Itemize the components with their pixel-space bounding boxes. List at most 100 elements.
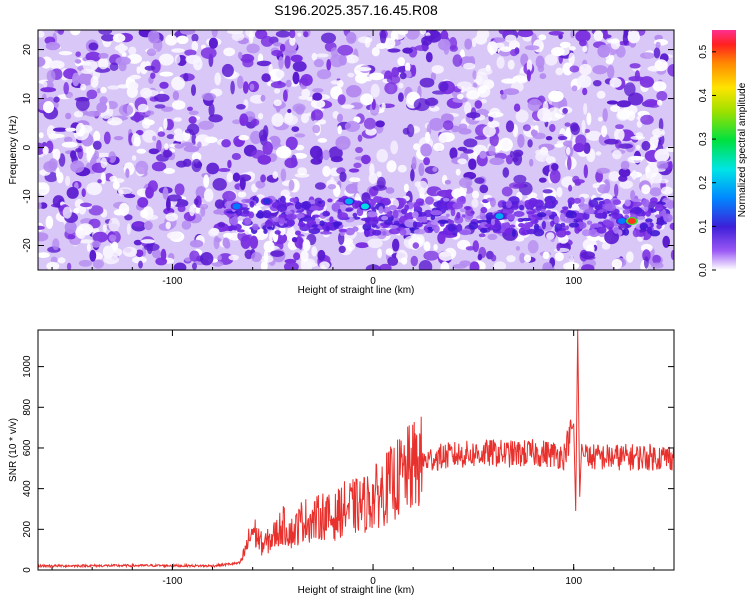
- noise-blob: [379, 263, 392, 270]
- noise-blob: [527, 98, 543, 112]
- band-blob: [632, 228, 641, 238]
- noise-blob: [412, 242, 419, 249]
- noise-blob: [489, 157, 505, 166]
- band-blob: [311, 224, 319, 228]
- noise-blob: [79, 239, 94, 244]
- noise-blob: [322, 165, 331, 177]
- band-blob: [388, 205, 397, 210]
- noise-blob: [507, 59, 515, 70]
- band-blob: [584, 208, 595, 215]
- noise-blob: [156, 139, 162, 153]
- band-blob: [237, 229, 245, 233]
- snr-ytick-label: 1000: [22, 355, 33, 378]
- noise-blob: [223, 232, 233, 239]
- noise-blob: [624, 82, 636, 97]
- noise-blob: [263, 249, 269, 264]
- noise-blob: [390, 140, 399, 155]
- noise-blob: [377, 248, 382, 259]
- band-blob: [497, 201, 503, 208]
- noise-blob: [512, 156, 519, 163]
- noise-blob: [144, 65, 156, 71]
- noise-blob: [346, 85, 362, 98]
- noise-blob: [611, 258, 623, 270]
- noise-blob: [52, 238, 60, 251]
- noise-blob: [312, 124, 321, 134]
- band-blob: [612, 199, 622, 205]
- band-blob: [574, 225, 581, 234]
- noise-blob: [86, 89, 98, 100]
- noise-blob: [612, 149, 622, 160]
- band-blob: [322, 210, 331, 217]
- spectrogram-frame: [37, 29, 675, 271]
- noise-blob: [555, 67, 564, 76]
- noise-blob: [568, 184, 573, 192]
- noise-blob: [239, 176, 246, 190]
- noise-blob: [386, 160, 397, 173]
- noise-blob: [214, 72, 221, 86]
- noise-blob: [74, 59, 82, 64]
- noise-blob: [474, 177, 485, 184]
- band-blob: [450, 208, 456, 217]
- noise-blob: [479, 150, 487, 159]
- band-blob: [452, 202, 464, 210]
- noise-blob: [316, 149, 324, 163]
- noise-blob: [230, 80, 235, 95]
- spectrogram-ytick-label: 20: [22, 44, 33, 56]
- noise-blob: [500, 93, 508, 100]
- noise-blob: [500, 46, 512, 52]
- band-blob: [427, 226, 433, 230]
- noise-blob: [402, 47, 413, 54]
- noise-blob: [513, 174, 527, 184]
- noise-blob: [355, 146, 363, 154]
- noise-blob: [502, 167, 510, 178]
- noise-blob: [212, 178, 227, 191]
- noise-blob: [171, 100, 186, 110]
- chart-title: S196.2025.357.16.45.R08: [274, 2, 438, 18]
- noise-blob: [211, 30, 218, 38]
- band-blob: [509, 224, 516, 228]
- noise-blob: [158, 53, 174, 66]
- band-blob: [519, 204, 525, 211]
- noise-blob: [278, 56, 284, 69]
- noise-blob: [275, 30, 291, 38]
- noise-blob: [652, 254, 661, 264]
- band-blob: [624, 199, 631, 207]
- noise-blob: [287, 108, 292, 114]
- noise-blob: [386, 74, 401, 85]
- band-blob: [338, 228, 348, 233]
- noise-blob: [214, 199, 225, 209]
- noise-blob: [636, 120, 643, 128]
- noise-blob: [414, 45, 429, 51]
- noise-blob: [208, 103, 215, 117]
- noise-blob: [580, 251, 595, 259]
- band-blob: [573, 197, 582, 204]
- noise-blob: [542, 251, 550, 260]
- band-blob: [411, 211, 419, 219]
- band-blob: [613, 226, 620, 234]
- band-blob: [511, 229, 516, 238]
- noise-blob: [475, 74, 483, 85]
- noise-blob: [468, 158, 477, 170]
- snr-y-axis: 0 200 400 600 800 1000: [22, 355, 674, 573]
- band-blob: [440, 203, 446, 208]
- noise-blob: [369, 163, 375, 177]
- band-blob: [604, 203, 616, 212]
- noise-blob: [405, 30, 420, 40]
- noise-blob: [517, 134, 525, 148]
- noise-blob: [297, 32, 302, 37]
- colorbar-tick-label: 0.4: [698, 88, 709, 102]
- noise-blob: [556, 187, 563, 198]
- noise-blob: [341, 104, 355, 109]
- noise-blob: [602, 108, 608, 122]
- noise-blob: [77, 230, 86, 240]
- band-blob: [370, 206, 377, 210]
- noise-blob: [160, 248, 167, 262]
- noise-blob: [596, 90, 606, 99]
- band-blob: [656, 223, 662, 230]
- spectrogram-y-axis: 20 10 0 -10 -20: [22, 44, 674, 253]
- noise-blob: [289, 36, 296, 46]
- noise-blob: [65, 175, 71, 187]
- noise-blob: [82, 59, 98, 72]
- band-blob: [378, 206, 384, 214]
- noise-blob: [431, 65, 444, 74]
